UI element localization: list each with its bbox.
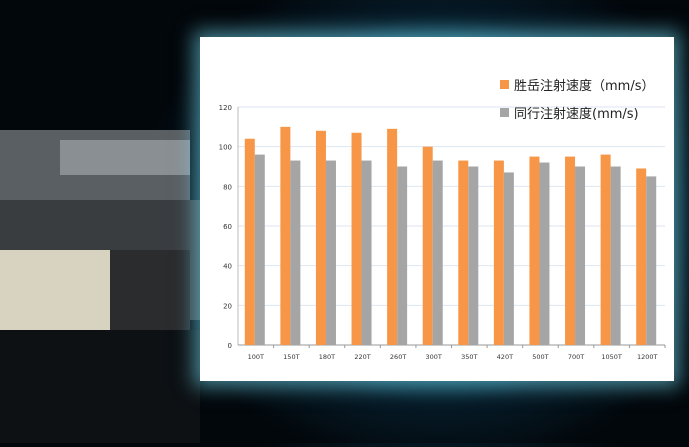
y-tick-label: 20	[223, 302, 232, 310]
x-tick-label: 1200T	[637, 353, 658, 361]
y-tick-label: 80	[223, 183, 232, 191]
bar-420T-shengyue	[493, 160, 504, 345]
bar-100T-shengyue	[244, 138, 255, 345]
bar-260T-shengyue	[387, 128, 398, 345]
bar-1200T-shengyue	[636, 168, 647, 345]
chart-panel: 0 20 40 60 80 100 120 100T 150T 180T 220T 260T 300T 3…	[200, 37, 674, 381]
x-tick-label: 500T	[532, 353, 548, 361]
x-tick-label: 700T	[568, 353, 584, 361]
x-tick-label: 150T	[283, 353, 299, 361]
y-tick-label: 0	[228, 342, 232, 350]
bar-300T-shengyue	[422, 146, 433, 345]
bar-150T-peer	[290, 160, 301, 345]
machine-photo	[0, 110, 200, 443]
y-tick-label: 100	[219, 144, 232, 152]
bar-260T-peer	[397, 166, 408, 345]
bar-700T-peer	[575, 166, 586, 345]
bar-350T-peer	[468, 166, 479, 345]
bar-150T-shengyue	[280, 126, 291, 345]
bar-chart: 0 20 40 60 80 100 120 100T 150T 180T 220T 260T 300T 3…	[219, 104, 666, 361]
bar-1050T-peer	[610, 166, 621, 345]
legend-item-peers: 同行注射速度(mm/s)	[500, 103, 654, 122]
x-tick-label: 300T	[426, 353, 442, 361]
legend-swatch-gray	[500, 108, 509, 117]
bar-220T-shengyue	[351, 132, 362, 345]
legend-label: 胜岳注射速度（mm/s）	[514, 79, 655, 94]
legend: 胜岳注射速度（mm/s） 同行注射速度(mm/s)	[500, 75, 654, 131]
legend-item-shengyue: 胜岳注射速度（mm/s）	[500, 75, 654, 94]
bar-1050T-shengyue	[600, 154, 611, 345]
y-tick-label: 120	[219, 104, 232, 112]
x-tick-label: 420T	[497, 353, 513, 361]
y-tick-label: 60	[223, 223, 232, 231]
x-tick-label: 220T	[354, 353, 370, 361]
bar-500T-shengyue	[529, 156, 540, 345]
bar-100T-peer	[254, 154, 265, 345]
x-tick-label: 1050T	[601, 353, 622, 361]
x-tick-label: 350T	[461, 353, 477, 361]
x-tick-label: 100T	[248, 353, 264, 361]
x-tick-label: 260T	[390, 353, 406, 361]
bar-500T-peer	[539, 162, 550, 345]
bar-220T-peer	[361, 160, 372, 345]
bar-300T-peer	[432, 160, 443, 345]
legend-swatch-orange	[500, 80, 509, 89]
bar-180T-shengyue	[315, 130, 326, 345]
x-tick-label: 180T	[319, 353, 335, 361]
y-tick-label: 40	[223, 263, 232, 271]
bar-180T-peer	[325, 160, 336, 345]
bar-1200T-peer	[646, 176, 657, 345]
bar-700T-shengyue	[565, 156, 576, 345]
legend-label: 同行注射速度(mm/s)	[514, 107, 639, 122]
bar-420T-peer	[503, 172, 514, 345]
bar-350T-shengyue	[458, 160, 469, 345]
